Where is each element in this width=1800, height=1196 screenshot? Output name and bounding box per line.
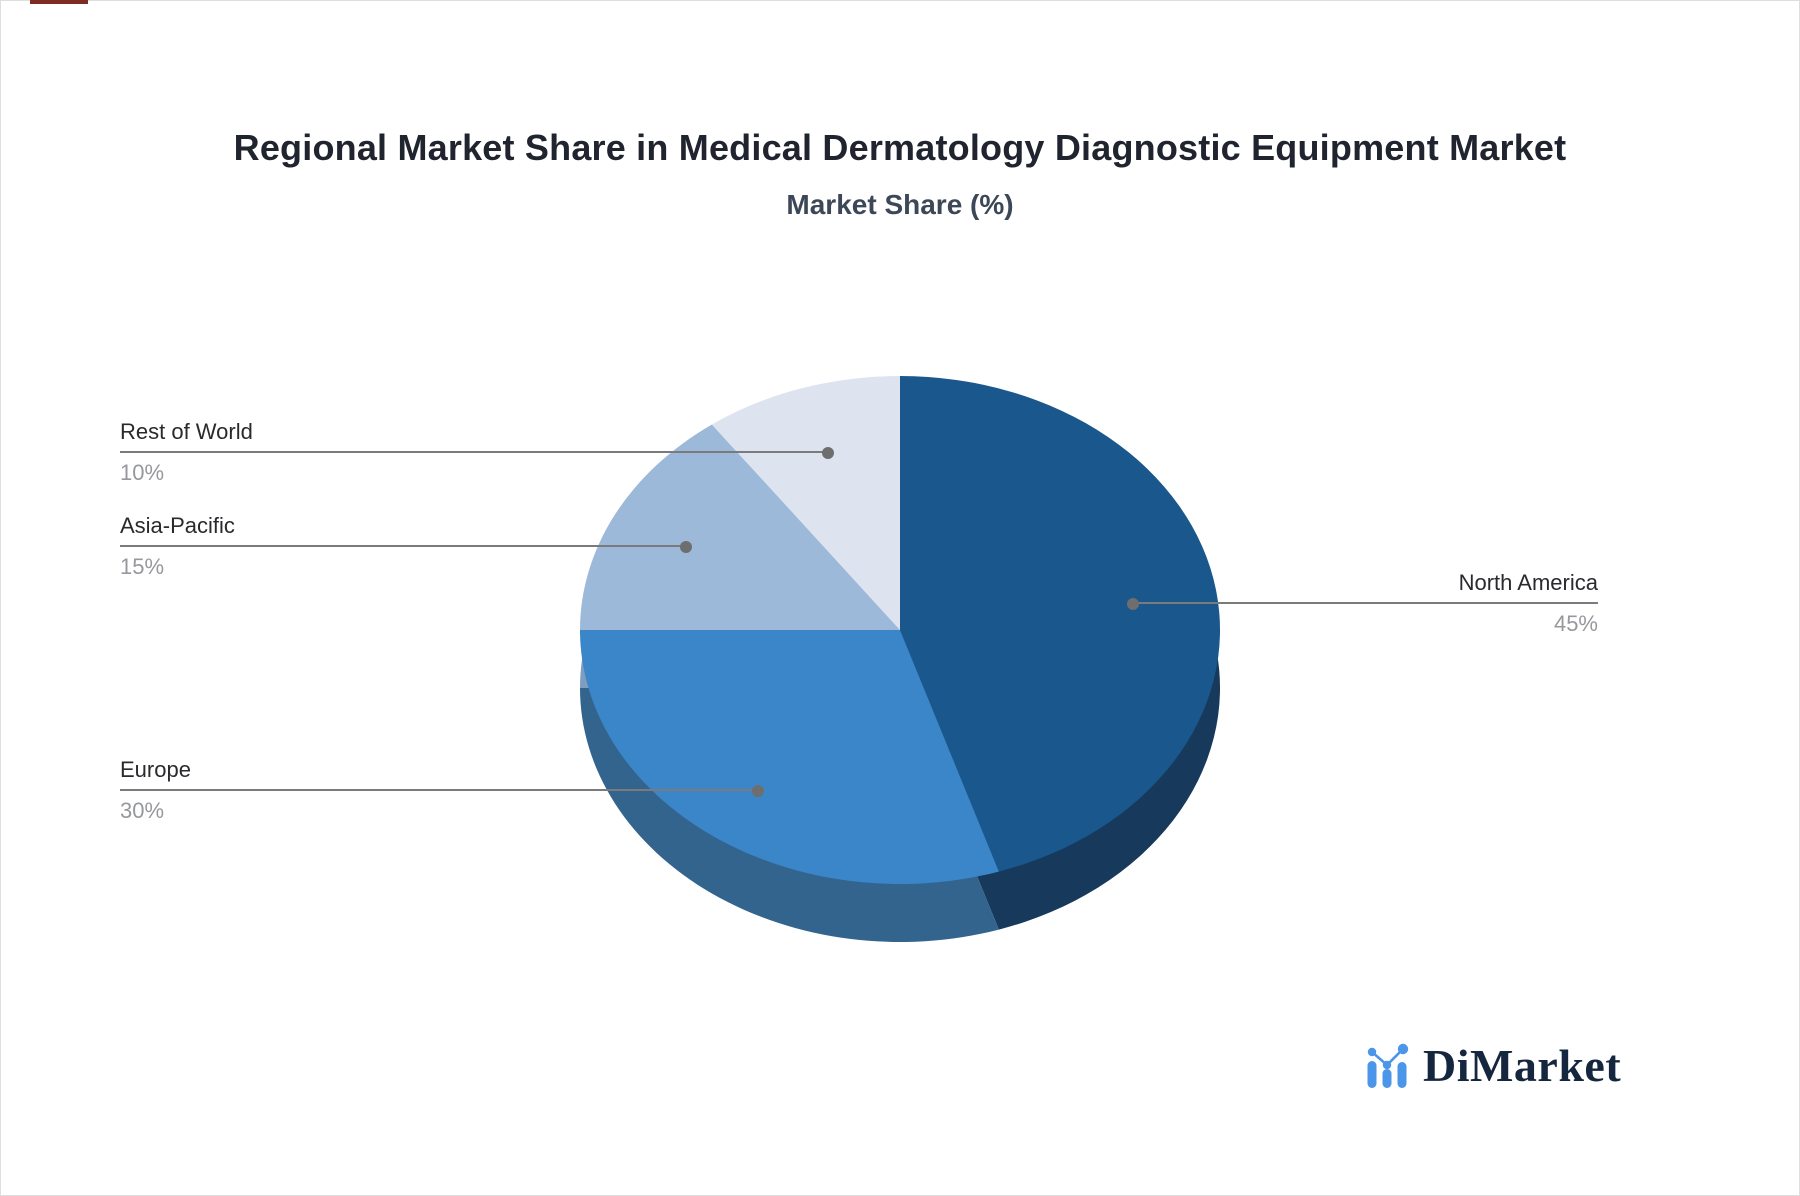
top-left-red-mark: [30, 0, 88, 4]
leader-dot: [680, 541, 692, 553]
pie-slice-rest-of-world[interactable]: [711, 376, 900, 630]
logo-text: DiMarket: [1423, 1040, 1622, 1091]
pie-slice-asia-pacific[interactable]: [580, 424, 900, 630]
pie-label-value: 15%: [120, 554, 165, 579]
leader-lines: [120, 447, 1598, 797]
dimarket-logo: DiMarket: [1366, 1040, 1622, 1091]
leader-dot: [822, 447, 834, 459]
pie-label-value: 30%: [120, 798, 165, 823]
pie-slice-north-america[interactable]: [900, 376, 1221, 872]
pie-label-name: North America: [1458, 570, 1598, 595]
pie-label-north-america: North America 45%: [1459, 569, 1598, 637]
pie-label-europe: Europe 30%: [120, 756, 191, 824]
pie-label-name: Rest of World: [120, 419, 253, 444]
pie-label-value: 45%: [1553, 611, 1598, 636]
pie-label-rest-of-world: Rest of World 10%: [120, 418, 253, 486]
chart-title: Regional Market Share in Medical Dermato…: [233, 127, 1567, 168]
bar-line-chart-icon: [1367, 1043, 1409, 1088]
pie-label-name: Europe: [120, 757, 191, 782]
pie-label-value: 10%: [120, 460, 165, 485]
chart-subtitle: Market Share (%): [786, 189, 1014, 220]
leader-dot: [752, 785, 764, 797]
leader-dot: [1127, 598, 1139, 610]
pie-slice-europe[interactable]: [580, 630, 999, 885]
pie-top-surface: [580, 376, 1221, 885]
pie-label-name: Asia-Pacific: [120, 513, 235, 538]
pie-label-asia-pacific: Asia-Pacific 15%: [120, 512, 235, 580]
